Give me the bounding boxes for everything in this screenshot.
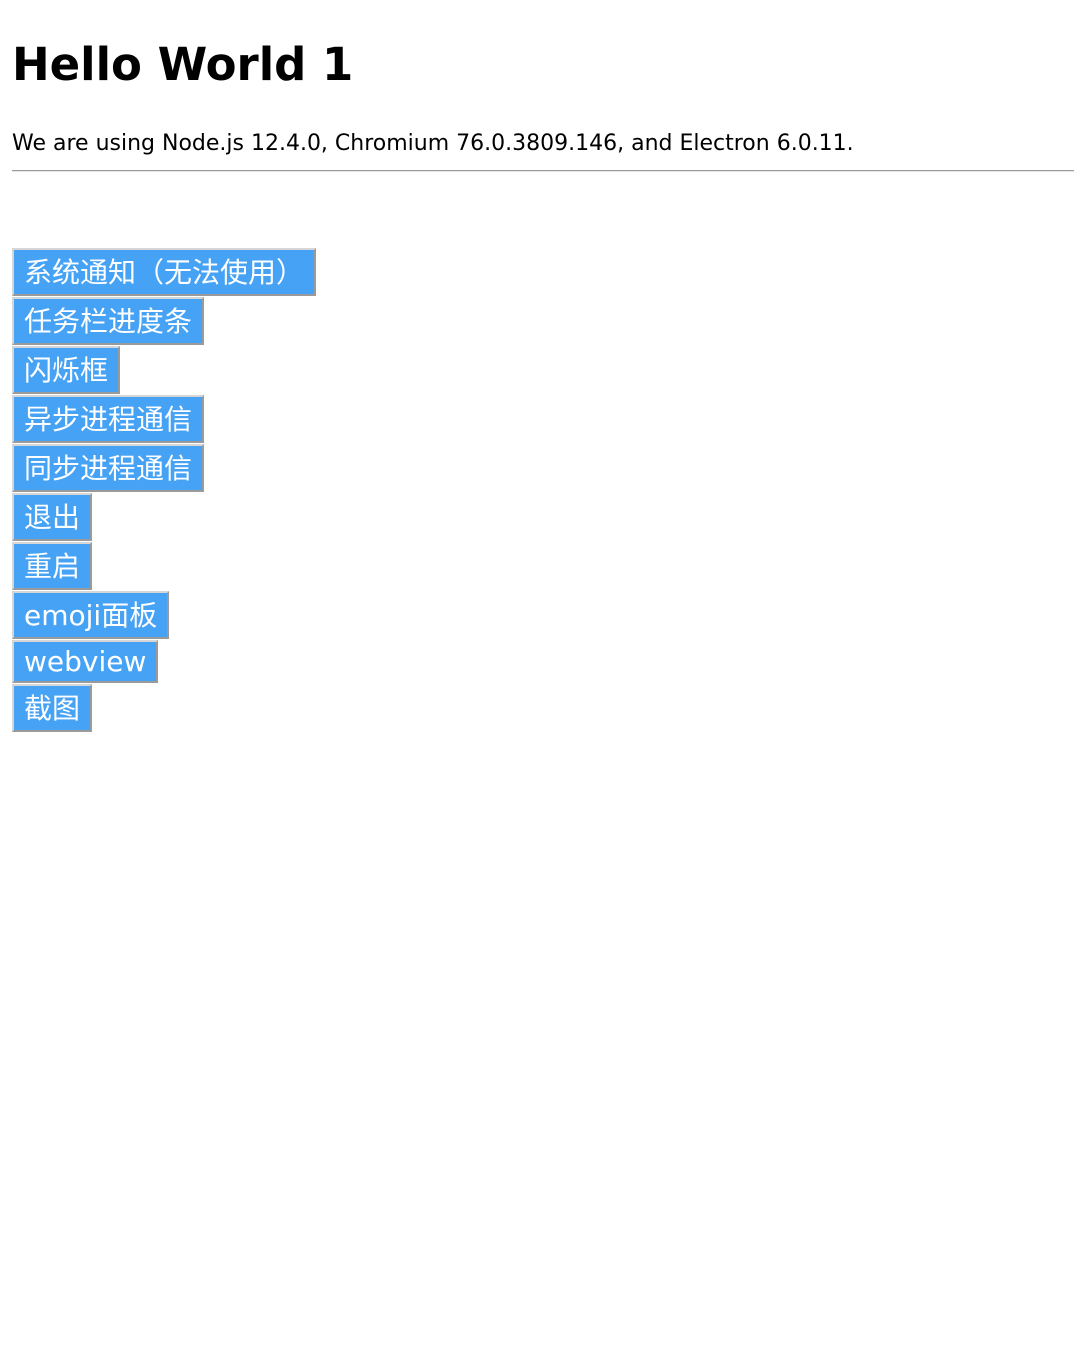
button-list: 系统通知（无法使用） 任务栏进度条 闪烁框 异步进程通信 同步进程通信 退出 重…	[12, 248, 317, 733]
relaunch-button[interactable]: 重启	[12, 542, 93, 590]
system-notification-button[interactable]: 系统通知（无法使用）	[12, 248, 317, 296]
quit-button[interactable]: 退出	[12, 493, 93, 541]
divider	[12, 170, 1074, 172]
sync-ipc-button[interactable]: 同步进程通信	[12, 444, 205, 492]
taskbar-progress-button[interactable]: 任务栏进度条	[12, 297, 205, 345]
versions-text: We are using Node.js 12.4.0, Chromium 76…	[12, 131, 854, 156]
emoji-panel-button[interactable]: emoji面板	[12, 591, 170, 639]
webview-button[interactable]: webview	[12, 640, 159, 683]
flash-frame-button[interactable]: 闪烁框	[12, 346, 121, 394]
async-ipc-button[interactable]: 异步进程通信	[12, 395, 205, 443]
page-title: Hello World 1	[12, 38, 354, 91]
screenshot-button[interactable]: 截图	[12, 684, 93, 732]
